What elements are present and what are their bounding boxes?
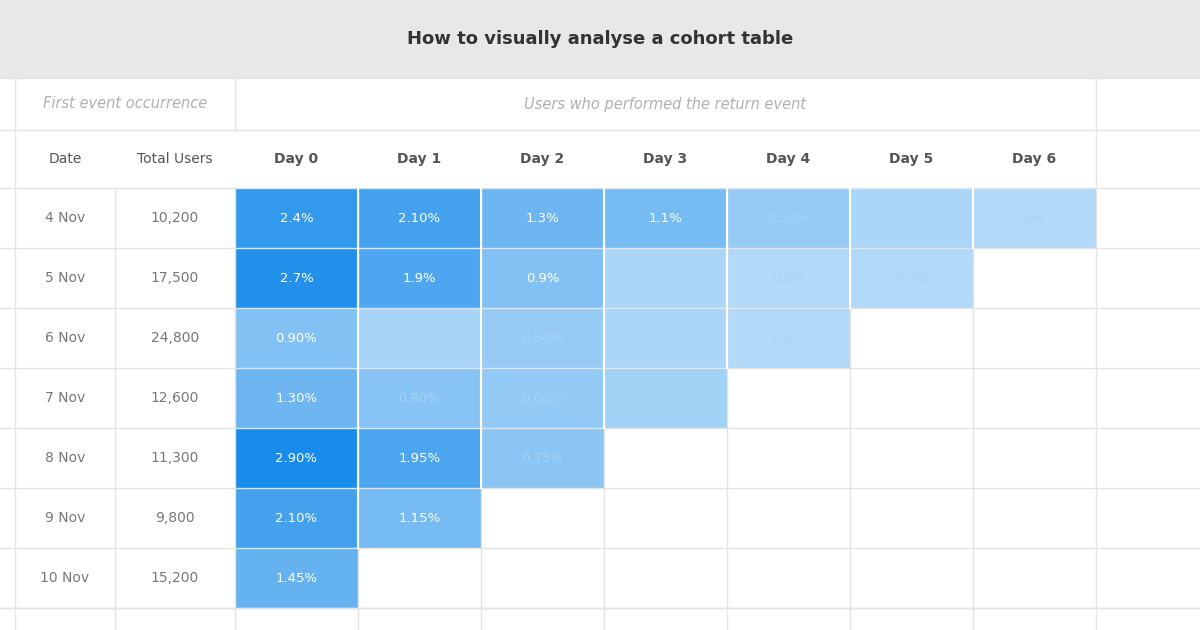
Text: 0%: 0% [1024,212,1045,224]
Text: Day 2: Day 2 [521,152,565,166]
Text: 6 Nov: 6 Nov [44,331,85,345]
Text: First event occurrence: First event occurrence [43,96,208,112]
Text: 10,200: 10,200 [151,211,199,225]
Bar [727,248,850,308]
Text: 0.0%: 0.0% [895,272,929,285]
Text: 2.10%: 2.10% [276,512,318,525]
Bar [0,78,1200,630]
Text: 1.15%: 1.15% [398,512,440,525]
Text: 10 Nov: 10 Nov [41,571,90,585]
Bar [358,428,481,488]
Text: 24,800: 24,800 [151,331,199,345]
Text: 1.45%: 1.45% [276,571,318,585]
Text: 9 Nov: 9 Nov [44,511,85,525]
Text: How to visually analyse a cohort table: How to visually analyse a cohort table [407,30,793,48]
Text: 0.10%: 0.10% [644,331,686,345]
Bar [604,248,727,308]
Text: 2.4%: 2.4% [280,212,313,224]
Text: 2.7%: 2.7% [280,272,313,285]
Bar [850,188,973,248]
Bar [481,248,604,308]
Text: 1.1%: 1.1% [649,212,683,224]
Text: 1.30%: 1.30% [276,391,318,404]
Text: 1.9%: 1.9% [403,272,437,285]
Bar [235,188,358,248]
Text: 5 Nov: 5 Nov [44,271,85,285]
Bar [358,188,481,248]
Text: 0.20%: 0.20% [398,331,440,345]
Bar [973,188,1096,248]
Text: 0.0%: 0.0% [772,331,805,345]
Text: 2.90%: 2.90% [276,452,318,464]
Bar [481,428,604,488]
Bar [358,248,481,308]
Bar [727,308,850,368]
Bar [235,488,358,548]
Bar [235,428,358,488]
Text: 0.75%: 0.75% [522,452,564,464]
Text: 0.9%: 0.9% [526,272,559,285]
Text: 7 Nov: 7 Nov [44,391,85,405]
Text: 4 Nov: 4 Nov [44,211,85,225]
Bar [358,488,481,548]
Text: Day 5: Day 5 [889,152,934,166]
Text: 9,800: 9,800 [155,511,194,525]
Bar [358,308,481,368]
Text: 0.30%: 0.30% [644,391,686,404]
Bar [235,368,358,428]
Bar [604,368,727,428]
Text: 0.60%: 0.60% [522,391,564,404]
Text: Day 4: Day 4 [767,152,811,166]
Bar [604,308,727,368]
Bar [481,188,604,248]
Bar [850,248,973,308]
Text: 0.0%: 0.0% [772,272,805,285]
Text: 8 Nov: 8 Nov [44,451,85,465]
Text: Day 1: Day 1 [397,152,442,166]
Bar [235,248,358,308]
Text: 11,300: 11,300 [151,451,199,465]
Bar [604,188,727,248]
Text: Day 6: Day 6 [1013,152,1056,166]
Text: 0.80%: 0.80% [398,391,440,404]
Bar [481,368,604,428]
Bar [481,308,604,368]
Bar [235,548,358,608]
Text: 0.1%: 0.1% [895,212,929,224]
Bar [358,368,481,428]
Text: Users who performed the return event: Users who performed the return event [524,96,806,112]
Text: 0.1%: 0.1% [649,272,683,285]
Bar [235,308,358,368]
Text: 2.10%: 2.10% [398,212,440,224]
Text: 0.90%: 0.90% [276,331,318,345]
Bar [0,0,1200,78]
Text: Day 3: Day 3 [643,152,688,166]
Text: 12,600: 12,600 [151,391,199,405]
Text: 0.50%: 0.50% [522,331,564,345]
Text: 0.50%: 0.50% [768,212,810,224]
Text: Total Users: Total Users [137,152,212,166]
Text: Day 0: Day 0 [275,152,318,166]
Text: Date: Date [48,152,82,166]
Bar [727,188,850,248]
Text: 17,500: 17,500 [151,271,199,285]
Text: 1.95%: 1.95% [398,452,440,464]
Text: 1.3%: 1.3% [526,212,559,224]
Text: 15,200: 15,200 [151,571,199,585]
